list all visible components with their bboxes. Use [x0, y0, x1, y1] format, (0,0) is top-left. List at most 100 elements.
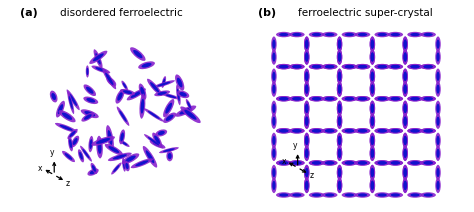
Ellipse shape: [342, 160, 357, 166]
Ellipse shape: [325, 33, 334, 36]
Ellipse shape: [403, 84, 407, 94]
Ellipse shape: [420, 160, 436, 166]
Ellipse shape: [403, 117, 407, 126]
Ellipse shape: [370, 133, 375, 148]
Ellipse shape: [358, 33, 367, 36]
Ellipse shape: [292, 65, 301, 68]
Ellipse shape: [271, 133, 277, 148]
Ellipse shape: [402, 101, 408, 116]
Ellipse shape: [337, 81, 342, 97]
Ellipse shape: [119, 140, 129, 147]
Ellipse shape: [437, 136, 440, 145]
Ellipse shape: [338, 149, 341, 158]
Ellipse shape: [312, 161, 321, 165]
Ellipse shape: [374, 96, 390, 102]
Ellipse shape: [122, 153, 139, 164]
Ellipse shape: [125, 156, 136, 162]
Ellipse shape: [345, 97, 354, 100]
Ellipse shape: [374, 64, 390, 69]
Ellipse shape: [276, 32, 292, 37]
Ellipse shape: [276, 128, 292, 134]
Ellipse shape: [289, 96, 305, 102]
Ellipse shape: [345, 161, 354, 165]
Ellipse shape: [437, 181, 440, 190]
Ellipse shape: [305, 168, 309, 177]
Ellipse shape: [304, 133, 310, 148]
Ellipse shape: [403, 136, 407, 145]
Ellipse shape: [391, 129, 400, 132]
Ellipse shape: [146, 150, 155, 163]
Ellipse shape: [305, 84, 309, 94]
Ellipse shape: [345, 129, 354, 132]
Ellipse shape: [378, 193, 387, 197]
Ellipse shape: [370, 165, 375, 180]
Ellipse shape: [179, 108, 192, 114]
Ellipse shape: [338, 104, 341, 113]
Ellipse shape: [338, 117, 341, 126]
Ellipse shape: [305, 104, 309, 113]
Ellipse shape: [305, 72, 309, 81]
Ellipse shape: [370, 81, 375, 97]
Ellipse shape: [410, 129, 419, 132]
Ellipse shape: [338, 84, 341, 94]
Ellipse shape: [91, 163, 97, 174]
Ellipse shape: [89, 136, 93, 152]
Text: x: x: [282, 157, 286, 166]
Ellipse shape: [127, 88, 146, 100]
Ellipse shape: [304, 68, 310, 84]
Ellipse shape: [403, 168, 407, 177]
Ellipse shape: [163, 99, 174, 117]
Ellipse shape: [338, 104, 341, 113]
Ellipse shape: [338, 136, 341, 145]
Ellipse shape: [388, 160, 403, 166]
Ellipse shape: [378, 161, 387, 165]
Ellipse shape: [391, 129, 400, 132]
Ellipse shape: [337, 68, 342, 84]
Ellipse shape: [289, 160, 305, 166]
Ellipse shape: [435, 165, 441, 180]
Ellipse shape: [325, 97, 334, 100]
Ellipse shape: [407, 64, 423, 69]
Ellipse shape: [374, 32, 390, 37]
Ellipse shape: [420, 32, 436, 37]
Ellipse shape: [108, 153, 132, 161]
Ellipse shape: [402, 113, 408, 129]
Ellipse shape: [157, 82, 171, 86]
Ellipse shape: [420, 160, 436, 166]
Ellipse shape: [309, 96, 324, 102]
Ellipse shape: [322, 32, 337, 37]
Ellipse shape: [155, 129, 167, 137]
Ellipse shape: [105, 73, 113, 85]
Ellipse shape: [337, 133, 342, 148]
Ellipse shape: [342, 64, 357, 69]
Ellipse shape: [370, 165, 375, 180]
Ellipse shape: [355, 64, 370, 69]
Ellipse shape: [391, 97, 400, 100]
Ellipse shape: [342, 96, 357, 102]
Ellipse shape: [338, 84, 341, 94]
Ellipse shape: [80, 146, 92, 162]
Ellipse shape: [435, 113, 441, 129]
Ellipse shape: [312, 161, 321, 165]
Ellipse shape: [388, 32, 403, 37]
Ellipse shape: [355, 32, 370, 37]
Ellipse shape: [371, 136, 374, 145]
Ellipse shape: [98, 140, 101, 154]
Ellipse shape: [337, 101, 342, 116]
Ellipse shape: [435, 145, 441, 161]
Ellipse shape: [371, 52, 374, 62]
Ellipse shape: [309, 160, 324, 166]
Ellipse shape: [305, 117, 309, 126]
Ellipse shape: [276, 192, 292, 198]
Ellipse shape: [338, 168, 341, 177]
Ellipse shape: [325, 129, 334, 132]
Ellipse shape: [96, 138, 110, 144]
Ellipse shape: [131, 158, 153, 168]
Ellipse shape: [272, 72, 275, 81]
Ellipse shape: [111, 163, 121, 174]
Ellipse shape: [309, 192, 324, 198]
Ellipse shape: [279, 65, 288, 68]
Ellipse shape: [371, 117, 374, 126]
Ellipse shape: [410, 97, 419, 100]
Ellipse shape: [371, 136, 374, 145]
